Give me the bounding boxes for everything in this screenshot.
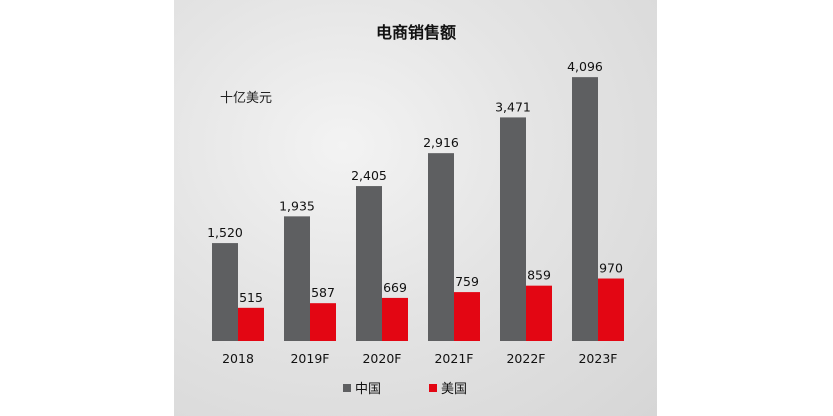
value-label: 3,471	[495, 99, 531, 114]
value-label: 759	[455, 274, 479, 289]
bar-中国-2023F	[572, 77, 598, 342]
bar-中国-2022F	[500, 117, 526, 342]
legend-swatch	[429, 384, 437, 392]
unit-label: 十亿美元	[220, 91, 272, 106]
value-label: 970	[599, 261, 623, 276]
legend: 中国 美国	[343, 382, 467, 397]
bar-中国-2018	[212, 243, 238, 341]
x-tick-label: 2021F	[434, 351, 473, 366]
bar-美国-2018	[238, 307, 264, 341]
x-tick-label: 2022F	[506, 351, 545, 366]
bar-中国-2021F	[428, 153, 454, 341]
value-label: 859	[527, 268, 551, 283]
chart-title: 电商销售额	[376, 23, 456, 42]
value-label: 1,520	[207, 225, 243, 240]
bar-中国-2020F	[356, 186, 382, 341]
x-tick-label: 2019F	[290, 351, 329, 366]
bar-美国-2022F	[526, 285, 552, 341]
bar-美国-2019F	[310, 303, 336, 341]
value-label: 587	[311, 285, 335, 300]
x-tick-label: 2020F	[362, 351, 401, 366]
legend-label: 中国	[355, 382, 381, 397]
value-label: 669	[383, 280, 407, 295]
value-label: 2,916	[423, 135, 459, 150]
value-label: 515	[239, 290, 263, 305]
x-tick-label: 2018	[222, 351, 254, 366]
legend-swatch	[343, 384, 351, 392]
x-tick-label: 2023F	[578, 351, 617, 366]
bar-美国-2021F	[454, 292, 480, 341]
bar-中国-2019F	[284, 216, 310, 341]
value-label: 4,096	[567, 59, 603, 74]
bar-美国-2020F	[382, 297, 408, 341]
legend-label: 美国	[441, 382, 467, 397]
bar-美国-2023F	[598, 278, 624, 341]
value-label: 2,405	[351, 168, 387, 183]
value-label: 1,935	[279, 198, 315, 213]
bars-group: 1,520 515 2018 1,935 587 2019F 2,405 669 2020F 2,…	[207, 59, 624, 366]
